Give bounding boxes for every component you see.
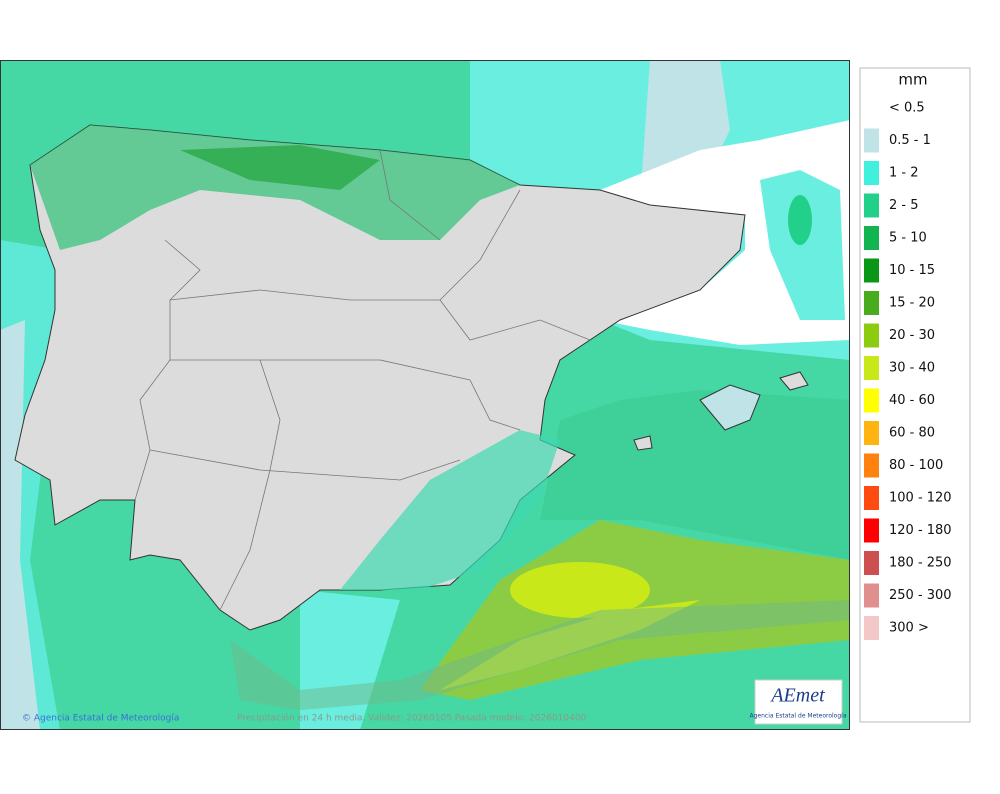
legend-swatch — [864, 291, 879, 315]
island — [633, 435, 653, 451]
legend-swatch — [864, 616, 879, 640]
legend-swatch — [864, 551, 879, 575]
legend-label: 10 - 15 — [889, 263, 935, 278]
coast-africa — [230, 600, 850, 710]
legend-swatch — [864, 323, 879, 348]
map — [0, 60, 850, 730]
legend-label: 0.5 - 1 — [889, 133, 931, 148]
logo-box — [754, 679, 843, 725]
legend-label: 2 - 5 — [889, 198, 919, 213]
legend-swatch — [864, 486, 879, 510]
caption: Precipitación en 24 h media. Validez: 20… — [237, 713, 587, 724]
island — [699, 384, 761, 431]
legend: < 0.5 0.5 - 1 1 - 2 2 - 5 5 - 10 10 - 15 15 - … — [864, 101, 952, 640]
credit: © Agencia Estatal de Meteorología — [22, 714, 179, 724]
legend-label: 40 - 60 — [889, 393, 935, 408]
legend-swatch — [864, 421, 879, 445]
legend-label: 180 - 250 — [889, 556, 952, 571]
logo-subtitle: Agencia Estatal de Meteorología — [750, 713, 847, 720]
precip-zone — [0, 320, 40, 730]
island — [779, 371, 809, 391]
precip-zone — [510, 562, 650, 618]
legend-swatch — [864, 161, 879, 185]
legend-label: 60 - 80 — [889, 426, 935, 441]
precip-zone — [760, 170, 845, 320]
legend-swatch — [864, 226, 879, 250]
legend-swatch — [864, 356, 879, 380]
precip-zone — [180, 145, 380, 190]
legend-label: 20 - 30 — [889, 328, 935, 343]
precip-zone — [340, 430, 560, 590]
legend-label: 100 - 120 — [889, 491, 952, 506]
legend-swatch — [864, 193, 879, 218]
legend-label: 80 - 100 — [889, 458, 943, 473]
legend-swatch — [864, 258, 879, 283]
legend-label: 30 - 40 — [889, 361, 935, 376]
precip-zone — [30, 125, 520, 250]
legend-label: 250 - 300 — [889, 588, 952, 603]
legend-label: 120 - 180 — [889, 523, 952, 538]
precip-zone — [540, 390, 850, 560]
legend-swatch — [864, 518, 879, 543]
legend-swatch — [864, 128, 879, 153]
logo: AEmet — [769, 685, 825, 707]
legend-label: 5 - 10 — [889, 231, 927, 246]
legend-title: mm — [898, 71, 927, 89]
precip-zone — [788, 195, 812, 245]
legend-swatch — [864, 388, 879, 413]
legend-label: < 0.5 — [889, 101, 925, 116]
legend-swatch — [864, 583, 879, 608]
legend-label: 15 - 20 — [889, 296, 935, 311]
region-borders — [134, 149, 591, 611]
legend-label: 300 > — [889, 621, 929, 636]
legend-swatch — [864, 453, 879, 478]
legend-label: 1 - 2 — [889, 166, 919, 181]
map-frame — [0, 60, 850, 730]
